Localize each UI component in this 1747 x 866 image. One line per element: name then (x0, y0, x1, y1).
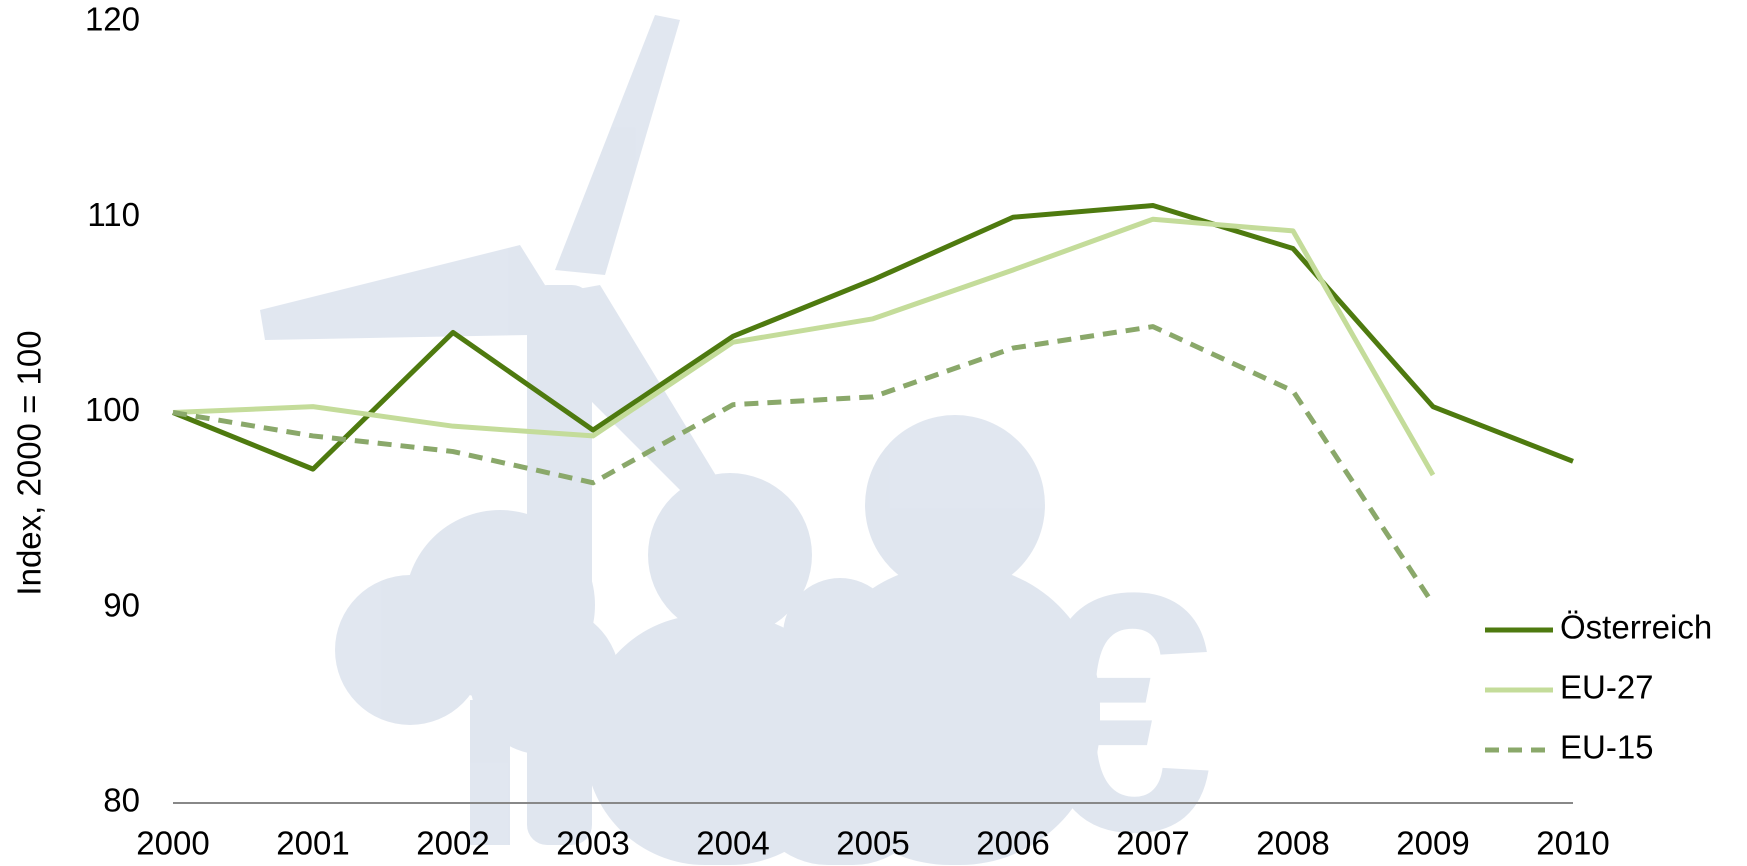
y-axis-label: Index, 2000 = 100 (11, 330, 48, 595)
line-series (173, 219, 1433, 475)
chart: € Index, 2000 = 100 80 90 100 110 120 2000 200… (0, 0, 1747, 866)
legend-label: Österreich (1560, 609, 1712, 646)
x-tick-label: 2006 (976, 825, 1049, 862)
y-tick-label: 90 (103, 586, 140, 623)
legend-label: EU-15 (1560, 729, 1654, 766)
x-tick-label: 2004 (696, 825, 769, 862)
x-tick-label: 2008 (1256, 825, 1329, 862)
y-tick-label: 110 (87, 196, 140, 233)
x-tick-label: 2010 (1536, 825, 1609, 862)
x-tick-label: 2001 (276, 825, 349, 862)
x-tick-label: 2003 (556, 825, 629, 862)
svg-text:€: € (1025, 523, 1214, 866)
legend-label: EU-27 (1560, 669, 1654, 706)
y-tick-label: 80 (103, 782, 140, 819)
legend: Österreich EU-27 EU-15 (1485, 609, 1712, 766)
y-tick-label: 100 (85, 391, 140, 428)
x-tick-label: 2002 (416, 825, 489, 862)
background-illustration: € (260, 15, 1215, 866)
x-tick-label: 2005 (836, 825, 909, 862)
y-tick-label: 120 (85, 1, 140, 38)
x-tick-label: 2000 (136, 825, 209, 862)
x-tick-label: 2007 (1116, 825, 1189, 862)
x-tick-label: 2009 (1396, 825, 1469, 862)
